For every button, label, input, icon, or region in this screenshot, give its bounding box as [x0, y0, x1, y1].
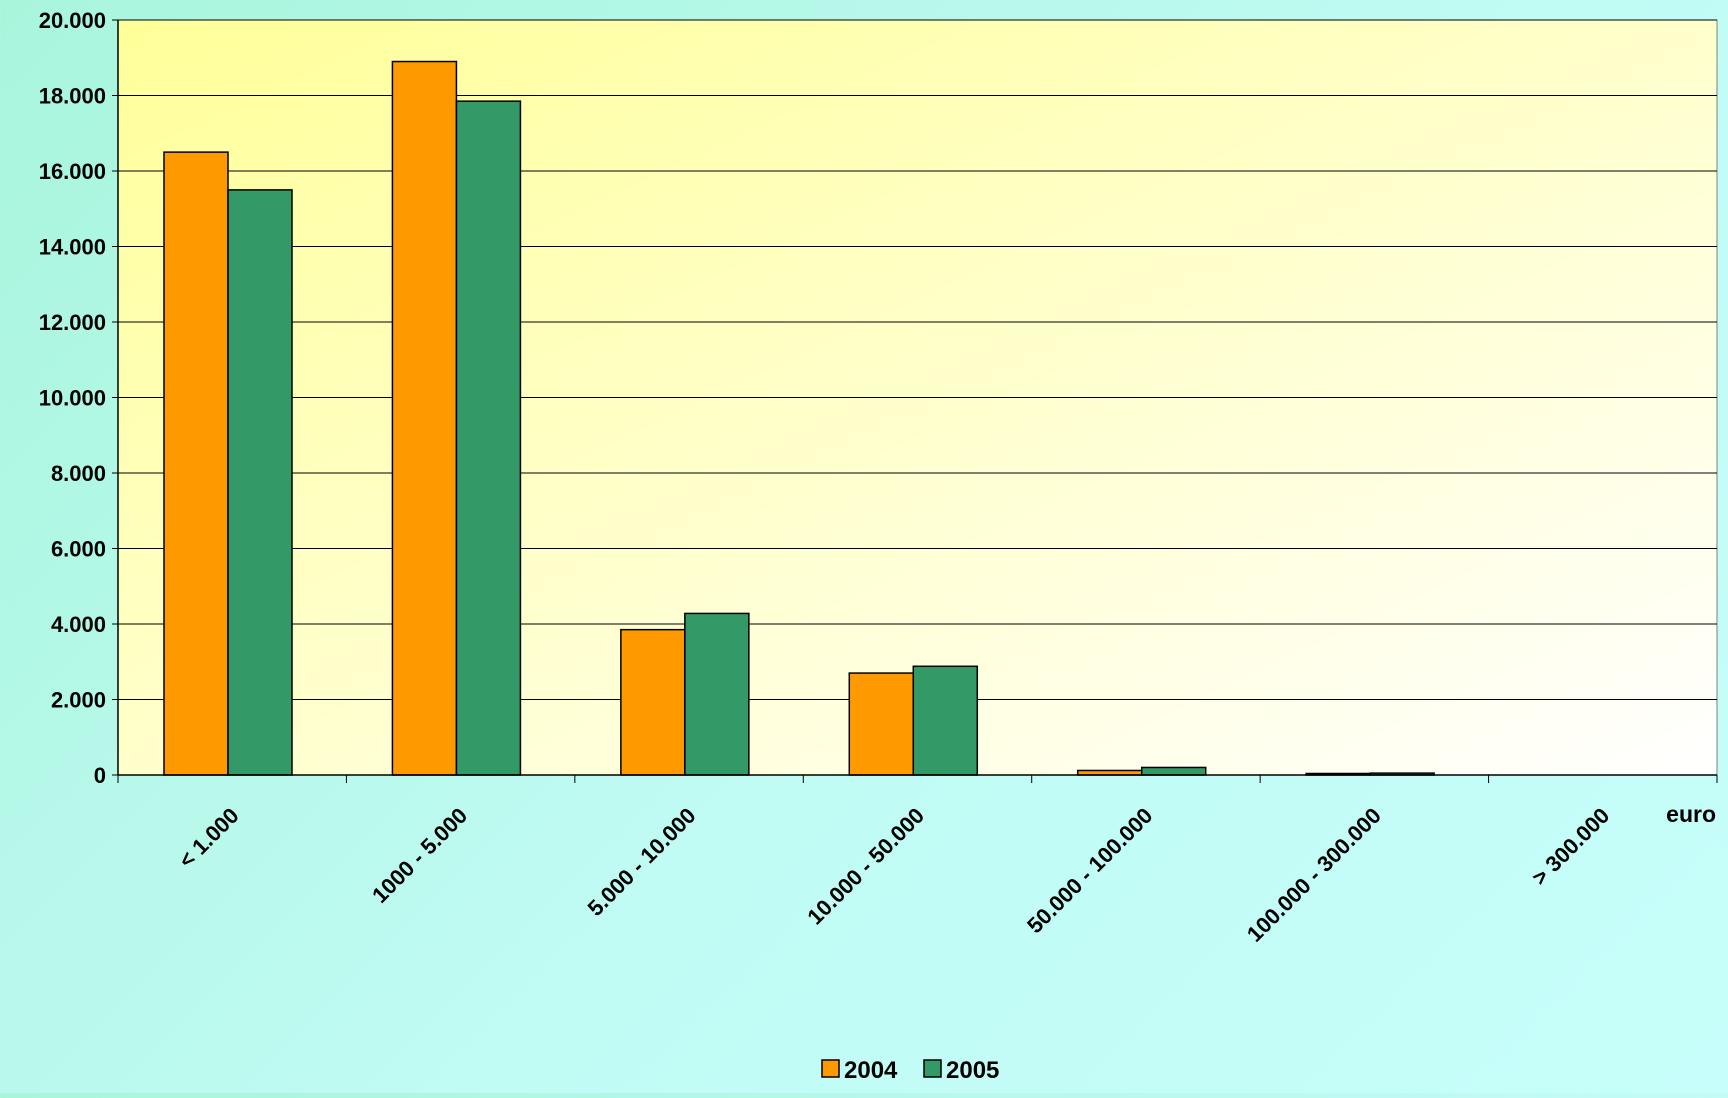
x-tick-labels: < 1.000 1000 - 5.000 5.000 - 10.000 10.000 … [174, 803, 1615, 947]
x-tick-label: 100.000 - 300.000 [1242, 803, 1386, 947]
bar-2004-2 [620, 628, 686, 776]
bar-2005-3 [912, 665, 979, 776]
x-axis-title: euro [1666, 801, 1716, 827]
y-tick-label: 14.000 [39, 235, 106, 260]
y-tick-labels: 0 2.000 4.000 6.000 8.000 10.000 12.000 14.000 1… [39, 8, 106, 788]
bar-2005-4 [1140, 766, 1207, 776]
y-tick-label: 0 [94, 763, 106, 788]
legend-swatch-2004 [821, 1059, 840, 1078]
bar-2004-3 [848, 672, 915, 776]
bar-2005-1 [455, 100, 522, 776]
y-tick-label: 18.000 [39, 84, 106, 109]
legend-label-2004: 2004 [844, 1057, 898, 1084]
bar-2004-1 [391, 60, 458, 776]
y-tick-label: 4.000 [51, 612, 106, 637]
y-tick-label: 8.000 [51, 461, 106, 486]
bar-2004-0 [163, 151, 229, 776]
x-tick-label: 50.000 - 100.000 [1022, 803, 1157, 938]
x-tick-label: 1000 - 5.000 [367, 803, 472, 908]
y-tick-label: 6.000 [51, 537, 106, 562]
bar-2005-0 [227, 189, 293, 776]
bars [163, 60, 1435, 776]
y-tick-label: 2.000 [51, 688, 106, 713]
legend-swatch-2005 [923, 1059, 942, 1078]
y-tick-label: 20.000 [39, 8, 106, 33]
legend: 2004 2005 [821, 1057, 999, 1084]
axes [117, 20, 1718, 783]
x-tick-label: 10.000 - 50.000 [802, 803, 929, 930]
y-tick-label: 10.000 [39, 386, 106, 411]
x-tick-label: 5.000 - 10.000 [583, 803, 701, 921]
bar-2005-2 [684, 612, 750, 776]
legend-label-2005: 2005 [946, 1057, 999, 1084]
x-tick-label: < 1.000 [174, 803, 244, 873]
y-tick-label: 16.000 [39, 159, 106, 184]
gridlines [112, 19, 1717, 776]
y-tick-label: 12.000 [39, 310, 106, 335]
x-tick-label: > 300.000 [1527, 803, 1614, 890]
